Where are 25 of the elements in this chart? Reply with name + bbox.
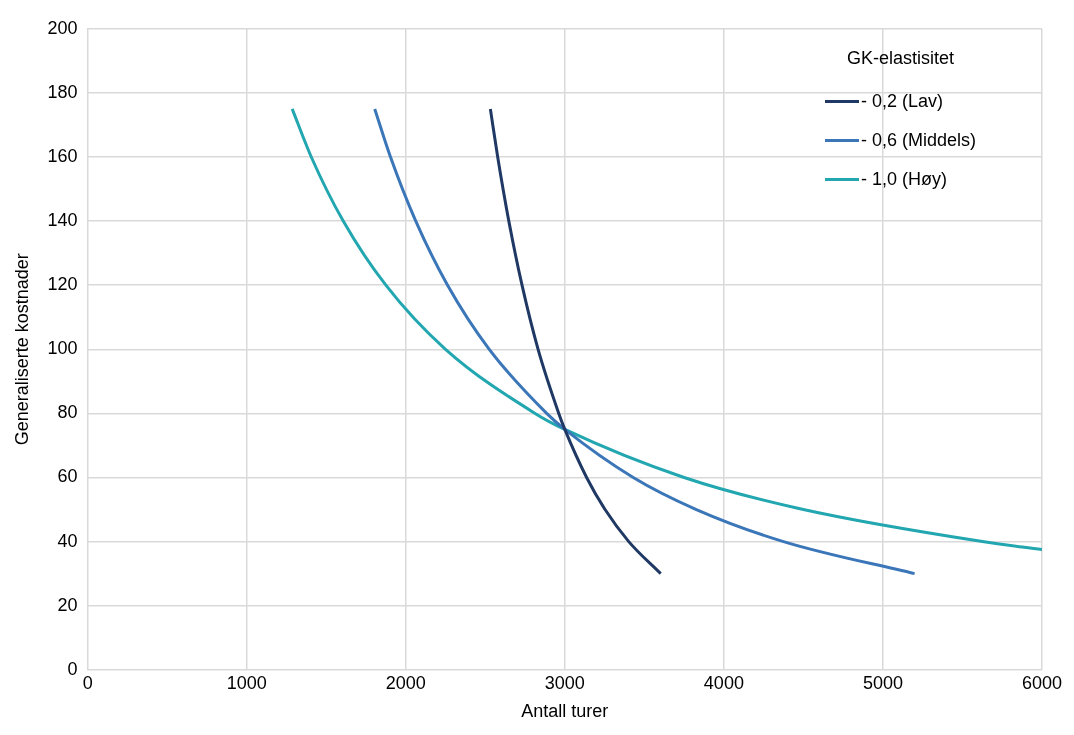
legend-label: - 1,0 (Høy): [860, 169, 947, 190]
x-tick-label: 0: [82, 672, 93, 693]
x-tick-label: 5000: [862, 672, 903, 693]
y-tick-label: 200: [47, 17, 78, 38]
y-tick-label: 160: [47, 145, 78, 166]
x-tick-label: 2000: [385, 672, 426, 693]
y-tick-label: 60: [57, 466, 78, 487]
y-tick-label: 40: [57, 530, 78, 551]
x-tick-label: 4000: [703, 672, 744, 693]
x-axis-title: Antall turer: [521, 701, 609, 722]
line-series: [488, 107, 663, 576]
y-tick-label: 100: [47, 338, 78, 359]
y-tick-label: 80: [57, 402, 78, 423]
legend-label: - 0,6 (Middels): [860, 130, 976, 151]
y-axis-title: Generaliserte kostnader: [11, 253, 32, 446]
x-tick-label: 3000: [544, 672, 585, 693]
y-tick-label: 20: [57, 594, 78, 615]
y-tick-label: 180: [47, 81, 78, 102]
x-tick-label: 6000: [1021, 672, 1063, 693]
y-tick-label: 120: [47, 274, 78, 295]
legend-label: - 0,2 (Lav): [860, 91, 943, 112]
legend-title: GK-elastisitet: [845, 48, 955, 69]
y-tick-label: 140: [47, 210, 78, 231]
y-tick-label: 0: [67, 658, 78, 679]
x-tick-label: 1000: [226, 672, 267, 693]
